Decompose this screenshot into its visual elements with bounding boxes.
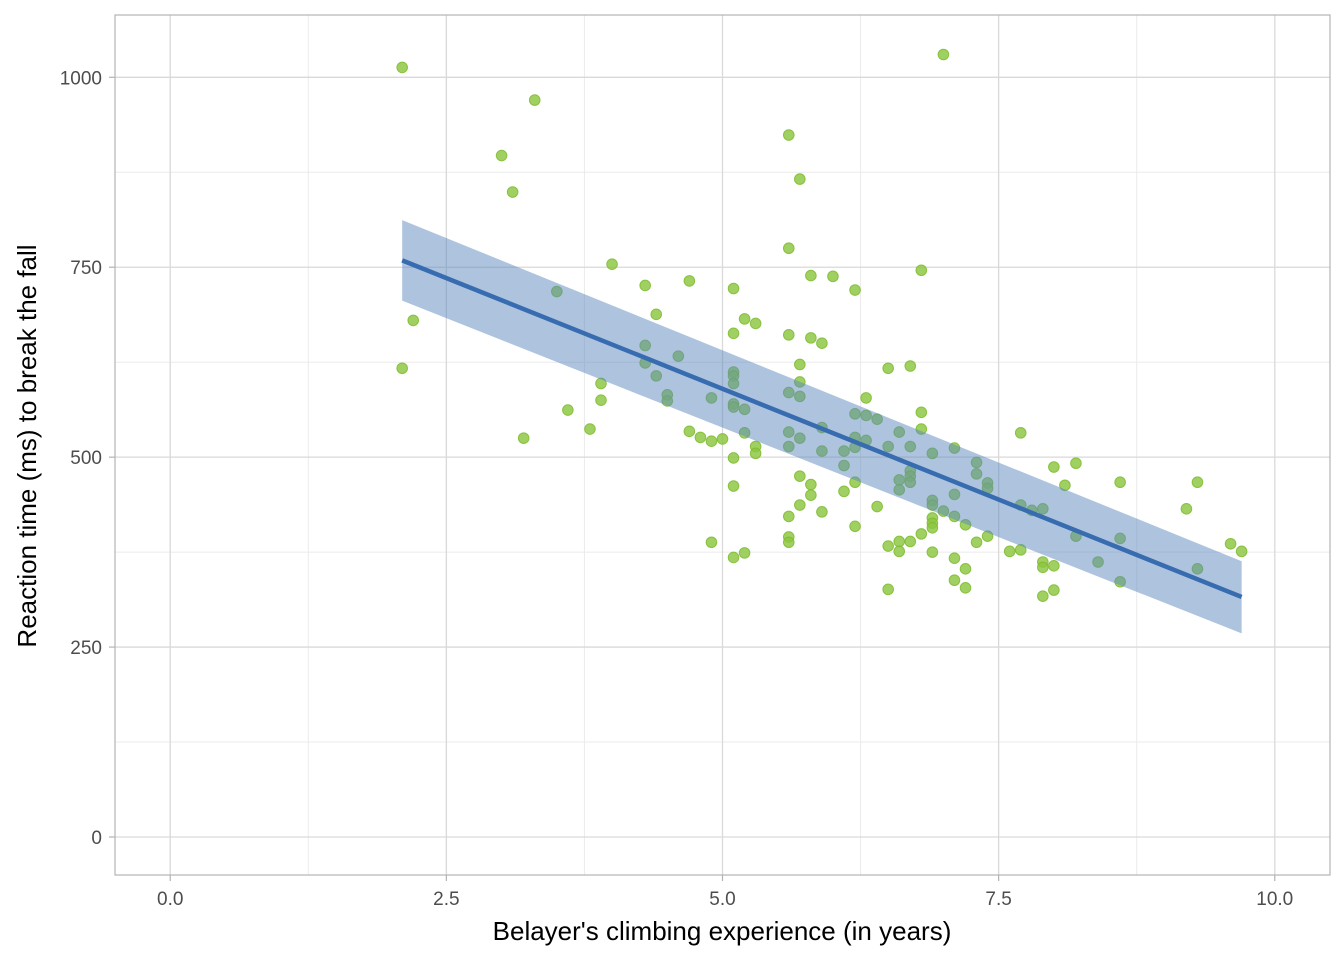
data-point	[1048, 584, 1060, 596]
data-point	[959, 563, 972, 575]
data-point	[827, 270, 839, 283]
data-point	[606, 258, 618, 270]
y-tick-label: 250	[70, 638, 102, 659]
x-tick-label: 5.0	[709, 889, 735, 910]
data-point	[915, 264, 928, 277]
data-point	[882, 362, 894, 375]
data-point	[849, 284, 861, 296]
data-point	[926, 546, 939, 558]
data-point	[1003, 545, 1016, 558]
data-point	[396, 362, 408, 375]
data-point	[926, 522, 939, 534]
data-point	[1070, 457, 1082, 470]
data-point	[805, 269, 817, 282]
data-point	[562, 404, 574, 416]
data-point	[794, 358, 806, 371]
data-point	[805, 332, 817, 344]
regression-line	[401, 258, 1243, 600]
data-point	[727, 551, 740, 564]
data-point	[948, 574, 961, 587]
data-point	[937, 48, 950, 61]
data-point	[915, 528, 928, 540]
data-point	[882, 583, 894, 596]
data-point	[705, 536, 718, 549]
data-point	[716, 433, 729, 445]
data-point	[860, 392, 872, 404]
y-tick-label: 0	[91, 828, 102, 849]
x-tick-label: 7.5	[985, 889, 1011, 910]
data-point	[694, 431, 707, 444]
data-point	[705, 435, 718, 448]
data-point	[738, 547, 751, 559]
data-point	[904, 535, 917, 548]
data-point	[528, 94, 541, 106]
data-point	[838, 485, 850, 498]
data-point	[595, 394, 607, 406]
y-tick-label: 500	[70, 448, 102, 469]
data-point	[794, 470, 806, 482]
data-point	[1048, 461, 1060, 473]
data-point	[1235, 545, 1248, 558]
data-point	[683, 275, 696, 287]
data-point	[794, 173, 806, 185]
x-tick-label: 2.5	[433, 889, 459, 910]
data-point	[749, 317, 762, 330]
data-point	[1191, 476, 1204, 489]
data-point	[893, 535, 906, 548]
data-point	[1114, 476, 1126, 489]
data-point	[1037, 590, 1049, 602]
x-tick-label: 10.0	[1256, 889, 1293, 910]
data-point	[816, 337, 828, 349]
data-point	[727, 282, 740, 295]
data-point	[893, 545, 906, 558]
data-point	[749, 447, 762, 460]
data-point	[727, 452, 740, 464]
data-point	[849, 520, 861, 533]
data-point	[517, 432, 530, 444]
data-point	[1037, 561, 1049, 574]
data-point	[915, 406, 928, 419]
data-point	[727, 480, 740, 492]
data-point	[782, 129, 795, 141]
data-point	[1014, 427, 1027, 439]
data-point	[948, 552, 961, 564]
data-point	[506, 186, 519, 198]
data-point	[816, 506, 828, 518]
grid-lines	[115, 15, 1330, 875]
data-point	[805, 489, 817, 501]
data-point	[738, 313, 751, 325]
y-axis-title: Reaction time (ms) to break the fall	[12, 244, 42, 647]
data-point	[683, 425, 696, 438]
data-point	[495, 149, 508, 162]
data-point	[1180, 503, 1193, 515]
x-axis-title: Belayer's climbing experience (in years)	[493, 916, 952, 946]
data-point	[959, 582, 972, 594]
data-point	[407, 314, 420, 327]
data-point	[650, 308, 663, 321]
data-point	[904, 360, 917, 372]
x-tick-label: 0.0	[157, 889, 183, 910]
data-point	[970, 536, 983, 549]
y-tick-label: 1000	[60, 68, 102, 89]
data-point	[639, 279, 651, 292]
data-point	[782, 510, 795, 523]
data-point	[782, 242, 795, 255]
data-point	[727, 327, 740, 340]
data-point	[805, 478, 817, 491]
data-point	[584, 423, 596, 435]
data-point	[871, 500, 883, 513]
data-point	[794, 499, 806, 511]
data-point	[882, 540, 894, 552]
axes: 0.0 2.5 5.0 7.5 10.0 0 250 500 750 1000	[60, 68, 1294, 910]
data-point	[1048, 559, 1060, 572]
data-point	[396, 61, 408, 74]
data-point	[1224, 537, 1237, 550]
data-point	[782, 329, 795, 341]
data-point	[782, 536, 795, 549]
y-tick-label: 750	[70, 258, 102, 279]
regression-fit	[401, 220, 1243, 634]
